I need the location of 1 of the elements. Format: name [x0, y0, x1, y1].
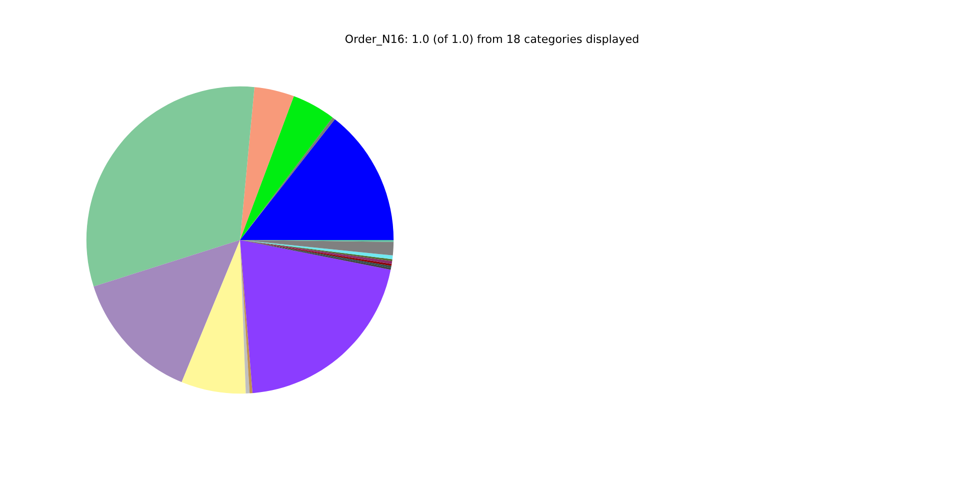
- text: Order_N16: 1.0 (of 1.0) from 18 categories displayed: [345, 34, 638, 46]
